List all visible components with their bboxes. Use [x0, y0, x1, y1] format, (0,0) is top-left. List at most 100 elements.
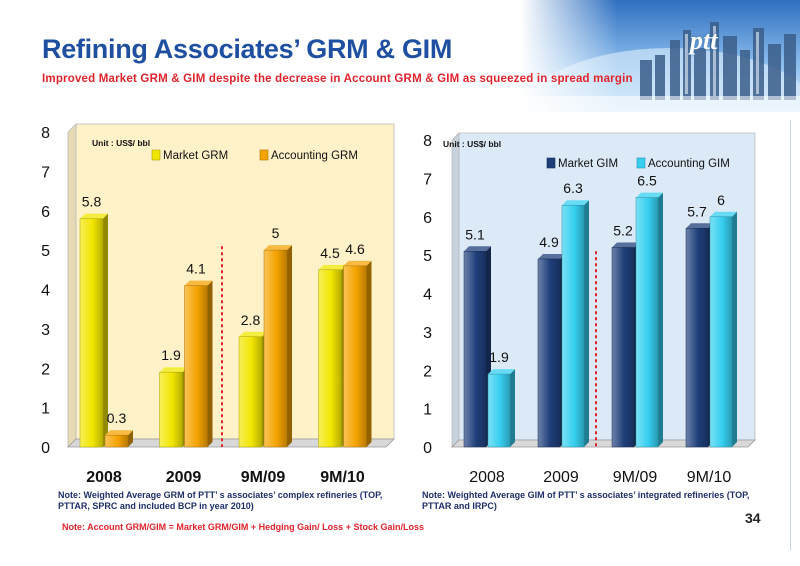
x-tick-label: 2009 [166, 469, 202, 486]
y-tick-label: 0 [423, 440, 432, 457]
note-grm: Note: Weighted Average GRM of PTT’ s ass… [58, 490, 383, 511]
bar [263, 249, 288, 448]
bar-value-label: 1.9 [489, 349, 509, 365]
bar-top [562, 200, 589, 206]
bar-top [264, 245, 292, 251]
bar-value-label: 2.8 [241, 312, 261, 328]
y-tick-label: 5 [41, 243, 50, 260]
legend-swatch [636, 157, 646, 169]
y-tick-label: 7 [423, 171, 432, 188]
bar-value-label: 4.1 [186, 261, 206, 277]
right-edge-line [790, 120, 791, 550]
y-tick-label: 1 [423, 402, 432, 419]
y-tick-label: 7 [41, 164, 50, 181]
bar-top [80, 213, 108, 219]
bar-side [287, 245, 292, 447]
gim-chart: 0 1 2 3 4 5 6 7 8 Unit : US$/ bbl Market GIM Accoun… [423, 132, 756, 486]
bar [611, 247, 635, 448]
y-tick-label: 4 [41, 283, 50, 300]
legend-swatch [259, 149, 269, 161]
x-tick-label: 2008 [469, 469, 505, 486]
y-tick-label: 3 [423, 325, 432, 342]
page-title: Refining Associates’ GRM & GIM [42, 34, 453, 64]
bar-value-label: 0.3 [107, 410, 127, 426]
x-tick-label: 9M/10 [320, 469, 365, 486]
bar-value-label: 5.1 [465, 226, 485, 242]
plot-side-wall [451, 132, 460, 448]
bar-top [488, 369, 515, 375]
bar-top [159, 367, 188, 373]
x-tick-label: 2009 [543, 469, 579, 486]
bar-side [510, 369, 515, 447]
header-skyline-image [520, 0, 800, 112]
bar [685, 228, 709, 448]
bar [343, 265, 367, 448]
bar-value-label: 4.5 [320, 245, 340, 261]
bar [104, 434, 129, 448]
bar-top [612, 242, 639, 248]
page-subtitle: Improved Market GRM & GIM despite the de… [42, 73, 633, 85]
bar-side [658, 192, 663, 447]
bar-side [207, 280, 213, 447]
y-tick-label: 8 [41, 125, 50, 142]
bar [79, 218, 104, 448]
bar-value-label: 6.3 [563, 180, 583, 196]
bar-value-label: 5 [272, 225, 280, 241]
bar-value-label: 5.2 [613, 222, 633, 238]
bar-side [732, 211, 737, 447]
bar [238, 336, 263, 448]
bar-top [105, 430, 133, 436]
bar [635, 197, 659, 448]
y-tick-label: 5 [423, 248, 432, 265]
bar-top [710, 211, 737, 217]
legend-swatch [546, 157, 556, 169]
y-tick-label: 0 [41, 440, 50, 457]
bar-value-label: 5.7 [687, 203, 707, 219]
bar-side [366, 260, 372, 447]
x-tick-label: 9M/09 [241, 469, 286, 486]
bar-top [538, 253, 565, 259]
bar-top [239, 331, 267, 337]
unit-label: Unit : US$/ bbl [92, 138, 150, 148]
grm-chart: 0 1 2 3 4 5 6 7 8 Unit : US$/ bbl Market GRM Accoun… [41, 123, 395, 486]
bar [318, 269, 342, 448]
legend-label: Market GIM [558, 158, 618, 170]
y-tick-label: 1 [41, 401, 50, 418]
bar-value-label: 6.5 [637, 173, 657, 189]
bar-value-label: 4.9 [539, 234, 559, 250]
y-tick-label: 6 [41, 204, 50, 221]
bar [709, 216, 733, 448]
bar-side [584, 200, 589, 447]
plot-side-wall [67, 123, 77, 448]
bar-side [103, 213, 108, 447]
bar-top [686, 223, 713, 229]
y-tick-label: 6 [423, 210, 432, 227]
bar-value-label: 6 [717, 192, 725, 208]
bar [463, 251, 487, 448]
note-account: Note: Account GRM/GIM = Market GRM/GIM +… [62, 522, 424, 532]
bar [561, 204, 585, 448]
ptt-logo: ptt [690, 26, 718, 55]
bar [487, 373, 511, 448]
y-tick-label: 8 [423, 133, 432, 150]
x-tick-label: 9M/09 [613, 469, 658, 486]
x-tick-label: 2008 [86, 469, 122, 486]
unit-label: Unit : US$/ bbl [443, 139, 501, 149]
bar-value-label: 5.8 [82, 194, 102, 210]
y-tick-label: 2 [423, 363, 432, 380]
legend-label: Market GRM [163, 150, 228, 162]
y-tick-label: 4 [423, 287, 432, 304]
note-gim: Note: Weighted Average GIM of PTT’ s ass… [422, 490, 750, 511]
y-tick-label: 2 [41, 361, 50, 378]
bar-side [128, 430, 133, 447]
bar-top [636, 192, 663, 198]
bar [159, 371, 183, 448]
legend-swatch [151, 149, 161, 161]
bar-value-label: 4.6 [345, 241, 365, 257]
bar-top [464, 246, 491, 252]
legend-label: Accounting GIM [648, 158, 730, 170]
legend-label: Accounting GRM [271, 150, 358, 162]
y-tick-label: 3 [41, 322, 50, 339]
bar [537, 258, 561, 448]
bar-value-label: 1.9 [161, 347, 181, 363]
